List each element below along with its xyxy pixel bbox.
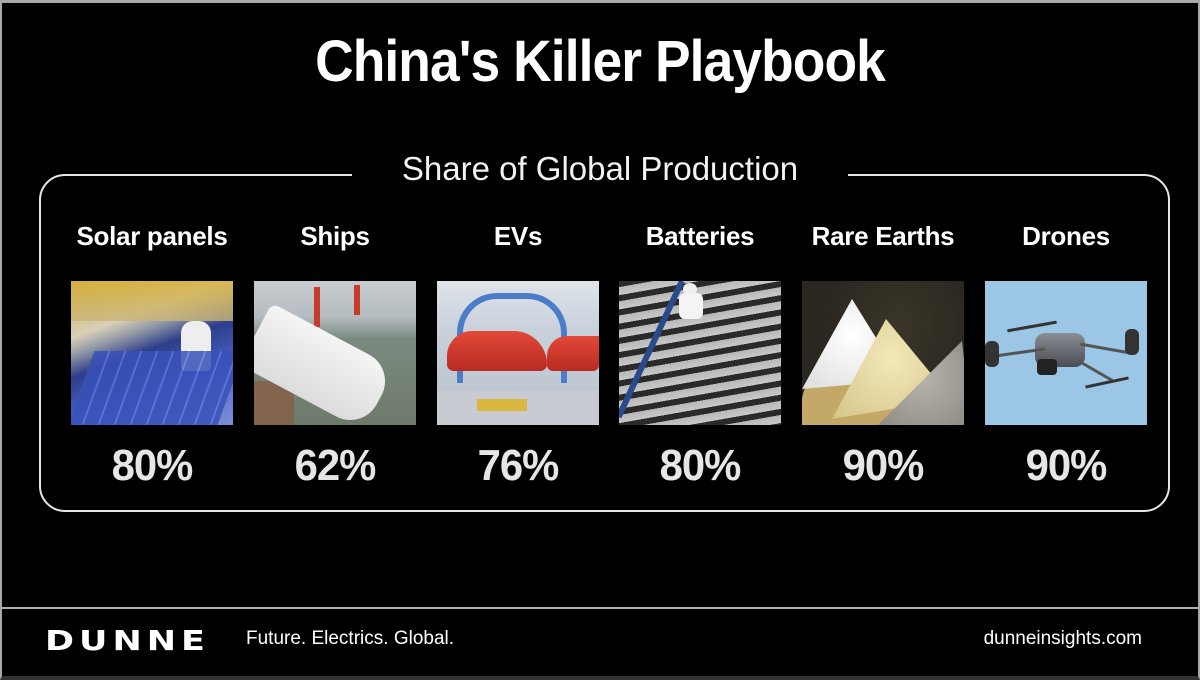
item-label: Batteries [645, 221, 755, 251]
item-value: 80% [111, 441, 194, 490]
item-value: 80% [659, 441, 742, 490]
drone-image [985, 281, 1147, 425]
item-value: 76% [477, 441, 560, 490]
brand-logo: DUNNE [45, 624, 210, 657]
item-batteries: Batteries 80% [610, 216, 790, 491]
item-label: EVs [493, 221, 543, 251]
item-evs: EVs 76% [428, 216, 608, 491]
footer-website: dunneinsights.com [983, 628, 1142, 649]
item-rare-earths: Rare Earths 90% [793, 216, 973, 491]
footer-divider [2, 607, 1198, 609]
item-label: Ships [300, 221, 370, 251]
item-label: Solar panels [76, 221, 228, 251]
item-label: Rare Earths [811, 221, 955, 251]
item-solar-panels: Solar panels 80% [62, 216, 242, 491]
ship-image [254, 281, 416, 425]
item-value: 62% [294, 441, 377, 490]
item-ships: Ships 62% [245, 216, 425, 491]
item-value: 90% [1025, 441, 1108, 490]
item-label: Drones [1022, 221, 1110, 251]
rare-earths-image [802, 281, 964, 425]
slide-title: China's Killer Playbook [315, 29, 886, 94]
ev-image [437, 281, 599, 425]
solar-panel-image [71, 281, 233, 425]
item-value: 90% [842, 441, 925, 490]
footer-tagline: Future. Electrics. Global. [246, 628, 455, 649]
battery-image [619, 281, 781, 425]
item-drones: Drones 90% [976, 216, 1156, 491]
panel-label: Share of Global Production [352, 150, 848, 188]
